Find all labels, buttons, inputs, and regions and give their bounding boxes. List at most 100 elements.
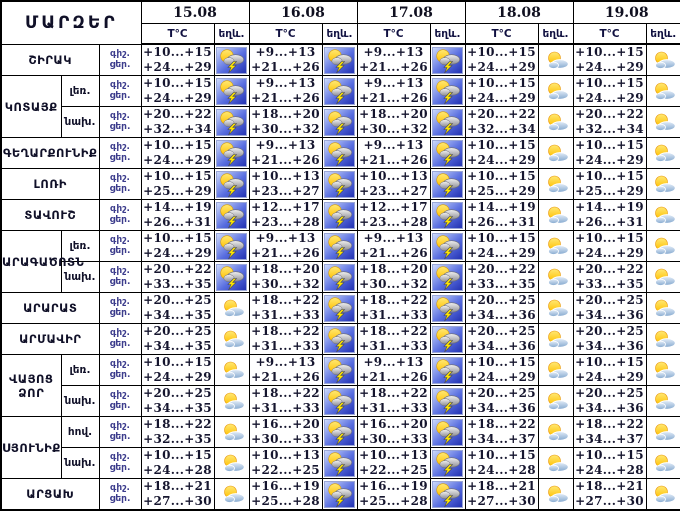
temperature-cell: +20...+25 +34...+36	[464, 385, 539, 417]
day-temperature: +32...+34	[467, 122, 536, 136]
night-label: գիշ.	[110, 451, 130, 462]
day-temperature: +32...+34	[575, 122, 644, 136]
night-temperature: +20...+22	[575, 107, 644, 121]
sun-cloud-icon	[223, 485, 245, 503]
day-temperature: +25...+29	[575, 184, 644, 198]
weather-icon-cell	[213, 323, 250, 355]
sun-cloud-icon	[655, 485, 677, 503]
region-name: ԱՐՑԱԽ	[0, 478, 100, 511]
night-label: գիշ.	[110, 48, 130, 59]
temperature-cell: +9...+13 +21...+26	[356, 137, 431, 169]
region-name: ՇԻՐԱԿ	[0, 43, 100, 76]
temp-column-header: T°C	[248, 23, 323, 45]
night-temperature: +16...+19	[359, 479, 428, 493]
day-label: ցեր.	[109, 401, 131, 411]
temperature-cell: +10...+13 +23...+27	[248, 168, 323, 200]
weather-column-header: եղև.	[429, 23, 466, 45]
forecast-row: ՍՅՈՒՆԻՔ հով. գիշ. ցեր. +18...+22 +32...+35 +16…	[0, 416, 680, 479]
night-temperature: +20...+25	[467, 386, 536, 400]
sun-cloud-icon	[655, 423, 677, 441]
sun-cloud-icon	[223, 361, 245, 379]
weather-icon-cell	[645, 199, 680, 231]
weather-icon-cell	[321, 261, 358, 293]
sun-cloud-lightning-icon	[324, 263, 355, 291]
sun-cloud-lightning-icon	[432, 325, 463, 353]
temperature-cell: +18...+22 +31...+33	[356, 292, 431, 324]
night-temperature: +10...+15	[143, 76, 212, 90]
day-temperature: +24...+29	[467, 153, 536, 167]
night-temperature: +16...+20	[251, 417, 320, 431]
day-temperature: +22...+25	[359, 463, 428, 477]
night-temperature: +10...+15	[575, 45, 644, 59]
sun-cloud-lightning-icon	[432, 232, 463, 260]
weather-icon-cell	[321, 75, 358, 107]
day-temperature: +30...+33	[251, 432, 320, 446]
night-temperature: +18...+21	[575, 479, 644, 493]
day-temperature: +24...+29	[143, 246, 212, 260]
temperature-cell: +20...+25 +34...+36	[464, 292, 539, 324]
weather-icon-cell	[429, 261, 466, 293]
night-temperature: +10...+15	[467, 448, 536, 462]
night-temperature: +9...+13	[363, 231, 424, 245]
table-title: ՄԱՐԶԵՐ	[0, 0, 142, 45]
sun-cloud-icon	[547, 330, 569, 348]
sun-cloud-lightning-icon	[216, 46, 247, 74]
night-temperature: +18...+20	[251, 262, 320, 276]
day-temperature: +21...+26	[251, 246, 320, 260]
sun-cloud-icon	[547, 206, 569, 224]
weather-icon-cell	[645, 416, 680, 448]
temperature-cell: +14...+19 +26...+31	[464, 199, 539, 231]
weather-icon-cell	[429, 478, 466, 511]
night-temperature: +20...+25	[575, 386, 644, 400]
temperature-cell: +10...+15 +24...+29	[572, 230, 647, 262]
weather-icon-cell	[429, 168, 466, 200]
sun-cloud-icon	[547, 268, 569, 286]
forecast-row: ԼՈՌԻ գիշ. ցեր. +10...+15 +25...+29 +10...+13 +…	[0, 168, 680, 200]
night-temperature: +10...+15	[143, 448, 212, 462]
temperature-cell: +18...+20 +30...+32	[248, 261, 323, 293]
forecast-row: ԱՐՄԱՎԻՐ գիշ. ցեր. +20...+25 +34...+35 +18...+…	[0, 323, 680, 355]
night-label: գիշ.	[110, 79, 130, 90]
day-temperature: +31...+33	[251, 308, 320, 322]
weather-icon-cell	[429, 416, 466, 448]
temperature-cell: +14...+19 +26...+31	[572, 199, 647, 231]
forecast-row: ԱՐՑԱԽ գիշ. ցեր. +18...+21 +27...+30 +16...+19…	[0, 478, 680, 511]
weather-icon-cell	[321, 385, 358, 417]
temperature-cell: +10...+15 +24...+29	[572, 354, 647, 386]
night-day-labels: գիշ. ցեր.	[98, 385, 142, 417]
day-temperature: +30...+32	[251, 122, 320, 136]
night-temperature: +20...+22	[467, 107, 536, 121]
day-temperature: +21...+26	[251, 91, 320, 105]
day-temperature: +34...+36	[575, 308, 644, 322]
forecast-row: ԱՐԱԳԱԾՈՏՆ լեռ. գիշ. ցեր. +10...+15 +24...+29 +…	[0, 230, 680, 293]
day-temperature: +31...+33	[359, 401, 428, 415]
sun-cloud-lightning-icon	[324, 294, 355, 322]
weather-icon-cell	[321, 106, 358, 138]
sun-cloud-lightning-icon	[324, 387, 355, 415]
day-temperature: +24...+29	[467, 246, 536, 260]
sun-cloud-lightning-icon	[432, 263, 463, 291]
night-temperature: +20...+22	[143, 262, 212, 276]
temperature-cell: +20...+25 +34...+35	[140, 385, 215, 417]
day-temperature: +24...+29	[575, 60, 644, 74]
night-temperature: +12...+17	[251, 200, 320, 214]
night-temperature: +10...+15	[575, 76, 644, 90]
temperature-cell: +9...+13 +21...+26	[356, 43, 431, 76]
sun-cloud-lightning-icon	[216, 108, 247, 136]
sun-cloud-lightning-icon	[324, 170, 355, 198]
temperature-cell: +9...+13 +21...+26	[248, 137, 323, 169]
weather-icon-cell	[645, 75, 680, 107]
night-day-labels: գիշ. ցեր.	[98, 75, 142, 107]
sun-cloud-icon	[547, 82, 569, 100]
weather-icon-cell	[429, 75, 466, 107]
sun-cloud-lightning-icon	[324, 201, 355, 229]
day-temperature: +21...+26	[359, 370, 428, 384]
sun-cloud-lightning-icon	[432, 170, 463, 198]
sun-cloud-icon	[655, 175, 677, 193]
temperature-cell: +18...+21 +27...+30	[464, 478, 539, 511]
day-temperature: +21...+26	[359, 153, 428, 167]
sun-cloud-icon	[223, 330, 245, 348]
temperature-cell: +10...+15 +24...+29	[572, 75, 647, 107]
day-temperature: +34...+36	[467, 401, 536, 415]
temperature-cell: +16...+19 +25...+28	[248, 478, 323, 511]
